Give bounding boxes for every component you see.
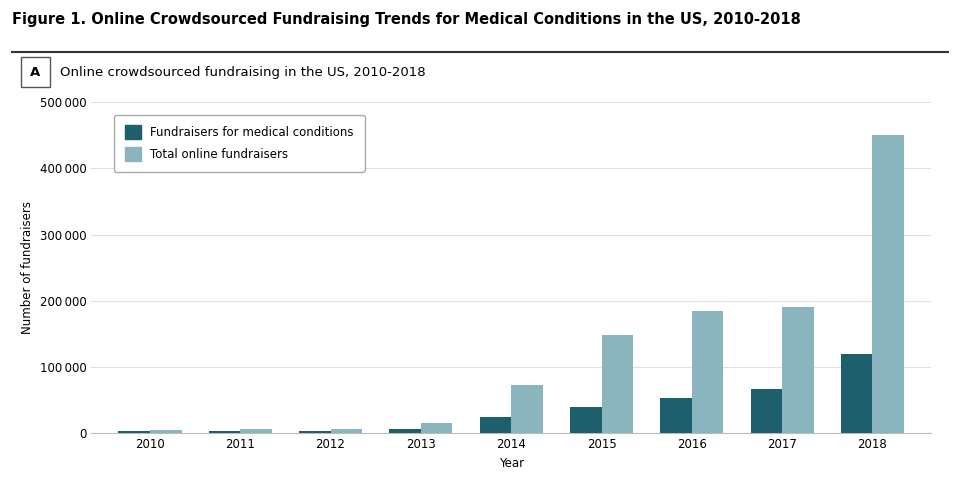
X-axis label: Year: Year <box>498 457 524 470</box>
Bar <box>299 431 330 433</box>
Bar <box>150 430 181 433</box>
Text: Online crowdsourced fundraising in the US, 2010-2018: Online crowdsourced fundraising in the U… <box>60 66 425 79</box>
Text: Figure 1. Online Crowdsourced Fundraising Trends for Medical Conditions in the U: Figure 1. Online Crowdsourced Fundraisin… <box>12 12 801 27</box>
Bar <box>841 354 873 433</box>
Bar <box>660 398 692 433</box>
Legend: Fundraisers for medical conditions, Total online fundraisers: Fundraisers for medical conditions, Tota… <box>114 115 365 172</box>
Bar <box>420 423 452 433</box>
Text: A: A <box>31 66 40 79</box>
Bar <box>602 335 634 433</box>
Bar <box>330 429 362 433</box>
Bar <box>782 307 814 433</box>
Bar <box>570 407 602 433</box>
Bar <box>873 135 904 433</box>
Bar <box>208 431 240 433</box>
Bar <box>118 431 150 433</box>
Y-axis label: Number of fundraisers: Number of fundraisers <box>21 201 34 334</box>
Bar <box>240 429 272 433</box>
Bar <box>480 417 511 433</box>
Bar <box>692 311 724 433</box>
Bar <box>751 389 782 433</box>
Bar <box>511 385 542 433</box>
Bar <box>389 429 420 433</box>
